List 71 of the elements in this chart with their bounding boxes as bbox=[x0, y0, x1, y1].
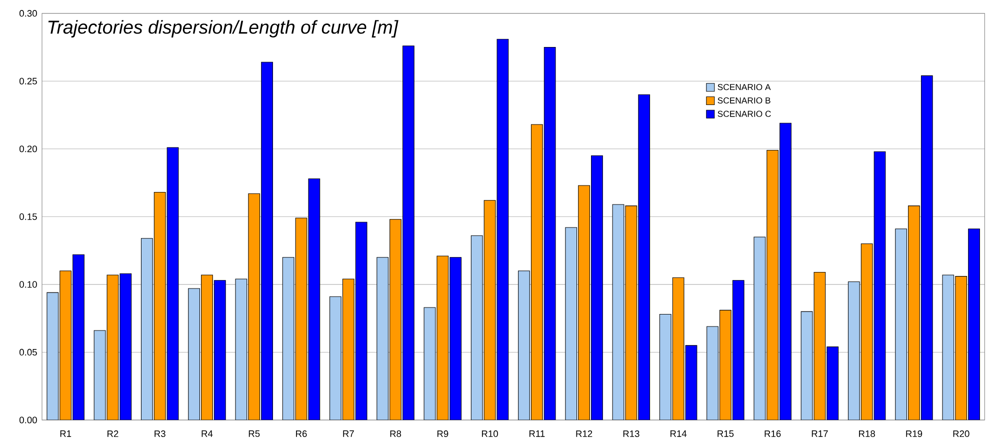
bar bbox=[295, 218, 308, 420]
x-tick-label: R13 bbox=[623, 430, 640, 438]
bar bbox=[46, 292, 59, 420]
bar bbox=[60, 270, 72, 420]
bar bbox=[800, 311, 813, 420]
x-tick-label: R2 bbox=[108, 430, 118, 437]
bar bbox=[659, 314, 672, 420]
x-tick-label: R5 bbox=[248, 430, 260, 437]
bar bbox=[282, 257, 294, 420]
bar bbox=[376, 257, 389, 420]
x-tick-label: R1 bbox=[60, 430, 72, 437]
bar bbox=[625, 206, 638, 420]
y-tick-label: 0.00 bbox=[19, 416, 37, 424]
legend-label: SCENARIO A bbox=[718, 84, 771, 90]
x-tick-label: R20 bbox=[953, 430, 970, 438]
bar bbox=[578, 185, 590, 420]
bar bbox=[235, 278, 248, 420]
bar bbox=[706, 326, 718, 420]
bar bbox=[201, 274, 213, 420]
bar bbox=[848, 281, 860, 420]
bar bbox=[754, 236, 766, 420]
bar bbox=[720, 310, 732, 420]
bar bbox=[436, 256, 449, 420]
bar bbox=[814, 272, 826, 420]
bar bbox=[188, 288, 200, 420]
bar bbox=[908, 206, 920, 420]
x-tick-label: R19 bbox=[906, 430, 922, 438]
x-tick-label: R15 bbox=[718, 430, 734, 437]
y-tick-label: 0.30 bbox=[19, 10, 37, 17]
x-tick-label: R18 bbox=[859, 430, 875, 438]
x-tick-label: R6 bbox=[296, 430, 307, 438]
bar bbox=[330, 296, 342, 420]
bar bbox=[390, 219, 402, 420]
bar bbox=[942, 274, 954, 420]
x-tick-label: R11 bbox=[529, 430, 545, 437]
bar bbox=[154, 192, 166, 420]
bar bbox=[342, 278, 354, 420]
x-tick-label: R12 bbox=[576, 430, 592, 437]
x-tick-label: R8 bbox=[390, 430, 402, 438]
bar bbox=[424, 307, 436, 420]
y-tick-label: 0.20 bbox=[19, 146, 37, 152]
y-tick-label: 0.10 bbox=[19, 281, 37, 288]
bar bbox=[565, 227, 578, 420]
x-tick-label: R10 bbox=[482, 430, 498, 438]
bar bbox=[955, 276, 968, 420]
x-tick-label: R3 bbox=[154, 430, 166, 438]
y-tick-label: 0.15 bbox=[19, 213, 37, 220]
x-tick-label: R17 bbox=[812, 430, 828, 437]
x-tick-label: R16 bbox=[764, 430, 781, 438]
bar bbox=[94, 330, 106, 420]
bar bbox=[766, 150, 779, 420]
x-tick-label: R7 bbox=[343, 430, 354, 437]
chart-title: Trajectories dispersion/Length of curve [m] bbox=[48, 20, 398, 38]
y-tick-label: 0.25 bbox=[19, 78, 37, 84]
bar bbox=[530, 124, 543, 420]
bar bbox=[484, 200, 496, 420]
legend-label: SCENARIO B bbox=[718, 97, 770, 104]
bar bbox=[518, 270, 530, 420]
x-tick-label: R9 bbox=[437, 430, 448, 438]
x-tick-label: R4 bbox=[202, 430, 213, 437]
bar bbox=[860, 244, 873, 420]
bar bbox=[612, 204, 624, 420]
bar bbox=[470, 235, 483, 420]
bar bbox=[672, 277, 684, 420]
bar bbox=[106, 274, 119, 420]
x-tick-label: R14 bbox=[670, 430, 687, 437]
bar bbox=[895, 228, 907, 420]
legend-label: SCENARIO C bbox=[718, 110, 771, 117]
bar bbox=[140, 238, 153, 420]
y-tick-label: 0.05 bbox=[19, 348, 37, 356]
bar bbox=[248, 193, 260, 420]
